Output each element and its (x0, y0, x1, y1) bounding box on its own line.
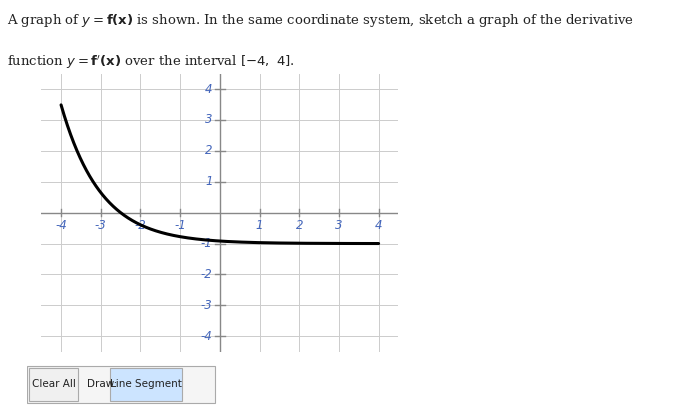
Text: -1: -1 (201, 237, 213, 250)
Text: -3: -3 (95, 220, 106, 232)
Text: Line Segment: Line Segment (110, 379, 182, 389)
Text: 1: 1 (205, 175, 213, 188)
FancyBboxPatch shape (29, 368, 78, 401)
Text: 4: 4 (375, 220, 383, 232)
Text: 3: 3 (205, 113, 213, 126)
Text: 2: 2 (295, 220, 303, 232)
FancyBboxPatch shape (27, 366, 215, 403)
Text: Draw:: Draw: (87, 379, 117, 389)
Text: A graph of $y = \mathbf{f(x)}$ is shown. In the same coordinate system, sketch a: A graph of $y = \mathbf{f(x)}$ is shown.… (7, 12, 633, 29)
Text: Clear All: Clear All (32, 379, 76, 389)
Text: -3: -3 (201, 299, 213, 312)
Text: -4: -4 (55, 220, 67, 232)
Text: 3: 3 (335, 220, 343, 232)
Text: 2: 2 (205, 144, 213, 157)
Text: -2: -2 (135, 220, 146, 232)
Text: -2: -2 (201, 268, 213, 281)
Text: 4: 4 (205, 83, 213, 96)
Text: -4: -4 (201, 330, 213, 343)
FancyBboxPatch shape (110, 368, 182, 401)
Text: function $y = \mathbf{f'(x)}$ over the interval $[-4,\ 4]$.: function $y = \mathbf{f'(x)}$ over the i… (7, 53, 295, 71)
Text: 1: 1 (256, 220, 263, 232)
Text: -1: -1 (174, 220, 186, 232)
